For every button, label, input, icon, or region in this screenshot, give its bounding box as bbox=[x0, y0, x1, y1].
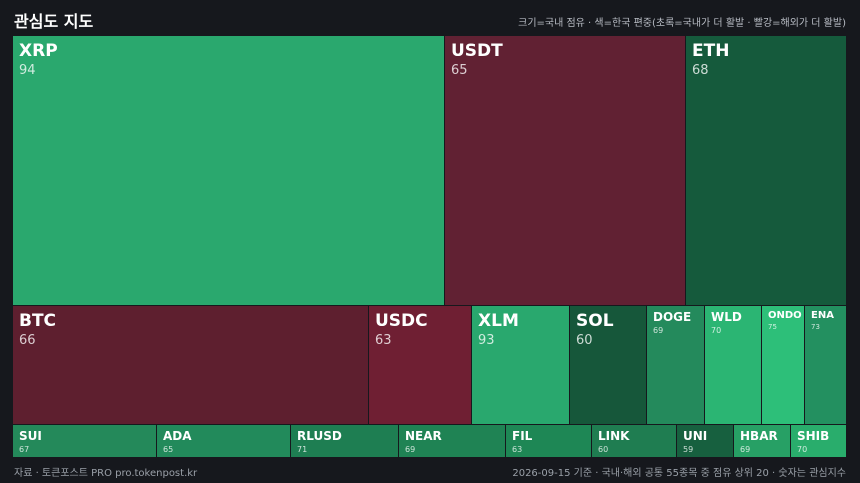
footer-note: 2026-09-15 기준 · 국내·해외 공통 55종목 중 점유 상위 20… bbox=[512, 468, 846, 479]
tile: USDC 63 bbox=[369, 306, 471, 424]
tile-name: RLUSD bbox=[297, 429, 342, 443]
tile-value: 65 bbox=[451, 63, 468, 78]
tile: ETH 68 bbox=[686, 36, 846, 305]
tile-value: 70 bbox=[797, 445, 808, 454]
tile: ENA 73 bbox=[805, 306, 846, 424]
tile-name: SUI bbox=[19, 429, 42, 443]
tile-name: XRP bbox=[19, 41, 58, 61]
tile-value: 63 bbox=[512, 445, 523, 454]
tile-value: 71 bbox=[297, 445, 308, 454]
tile: FIL 63 bbox=[506, 425, 591, 457]
tile-value: 93 bbox=[478, 333, 495, 348]
tile-name: USDT bbox=[451, 41, 503, 61]
tile: LINK 60 bbox=[592, 425, 676, 457]
tile-value: 63 bbox=[375, 333, 392, 348]
tile-name: USDC bbox=[375, 311, 428, 331]
tile: HBAR 69 bbox=[734, 425, 790, 457]
tile: XLM 93 bbox=[472, 306, 569, 424]
tile: ONDO 75 bbox=[762, 306, 804, 424]
tile-name: ONDO bbox=[768, 310, 802, 321]
tile-value: 59 bbox=[683, 445, 694, 454]
tile-name: FIL bbox=[512, 429, 533, 443]
tile-name: NEAR bbox=[405, 429, 442, 443]
tile: WLD 70 bbox=[705, 306, 761, 424]
tile-name: XLM bbox=[478, 311, 519, 331]
tile-value: 70 bbox=[711, 326, 722, 335]
tile-name: SOL bbox=[576, 311, 614, 331]
tile-name: ADA bbox=[163, 429, 192, 443]
tile-value: 69 bbox=[740, 445, 751, 454]
tile: RLUSD 71 bbox=[291, 425, 398, 457]
tile: SUI 67 bbox=[13, 425, 156, 457]
tile: USDT 65 bbox=[445, 36, 685, 305]
tile-name: UNI bbox=[683, 429, 708, 443]
tile: NEAR 69 bbox=[399, 425, 505, 457]
tile-value: 67 bbox=[19, 445, 30, 454]
tile-name: DOGE bbox=[653, 310, 692, 324]
tile: BTC 66 bbox=[13, 306, 368, 424]
tile-value: 60 bbox=[576, 333, 593, 348]
tile-value: 66 bbox=[19, 333, 36, 348]
tile-value: 65 bbox=[163, 445, 174, 454]
tile-name: HBAR bbox=[740, 429, 778, 443]
subtitle: 크기=국내 점유 · 색=한국 편중(초록=국내가 더 활발 · 빨강=해외가 … bbox=[518, 18, 846, 29]
tile: ADA 65 bbox=[157, 425, 290, 457]
tile-name: WLD bbox=[711, 310, 742, 324]
tile-name: BTC bbox=[19, 311, 57, 331]
tile-value: 69 bbox=[653, 326, 664, 335]
tile-value: 94 bbox=[19, 63, 36, 78]
tile: XRP 94 bbox=[13, 36, 444, 305]
tile-name: SHIB bbox=[797, 429, 830, 443]
tile: SHIB 70 bbox=[791, 425, 846, 457]
tile: DOGE 69 bbox=[647, 306, 704, 424]
tile-name: ENA bbox=[811, 310, 834, 321]
tile-value: 60 bbox=[598, 445, 609, 454]
tile-value: 73 bbox=[811, 323, 820, 331]
tile-value: 75 bbox=[768, 323, 777, 331]
tile-name: ETH bbox=[692, 41, 730, 61]
tile-name: LINK bbox=[598, 429, 630, 443]
tile-value: 68 bbox=[692, 63, 709, 78]
tile-value: 69 bbox=[405, 445, 416, 454]
tile: SOL 60 bbox=[570, 306, 646, 424]
chart-title: 관심도 지도 bbox=[14, 12, 94, 31]
tile: UNI 59 bbox=[677, 425, 733, 457]
footer-source: 자료 · 토큰포스트 PRO pro.tokenpost.kr bbox=[14, 468, 198, 479]
